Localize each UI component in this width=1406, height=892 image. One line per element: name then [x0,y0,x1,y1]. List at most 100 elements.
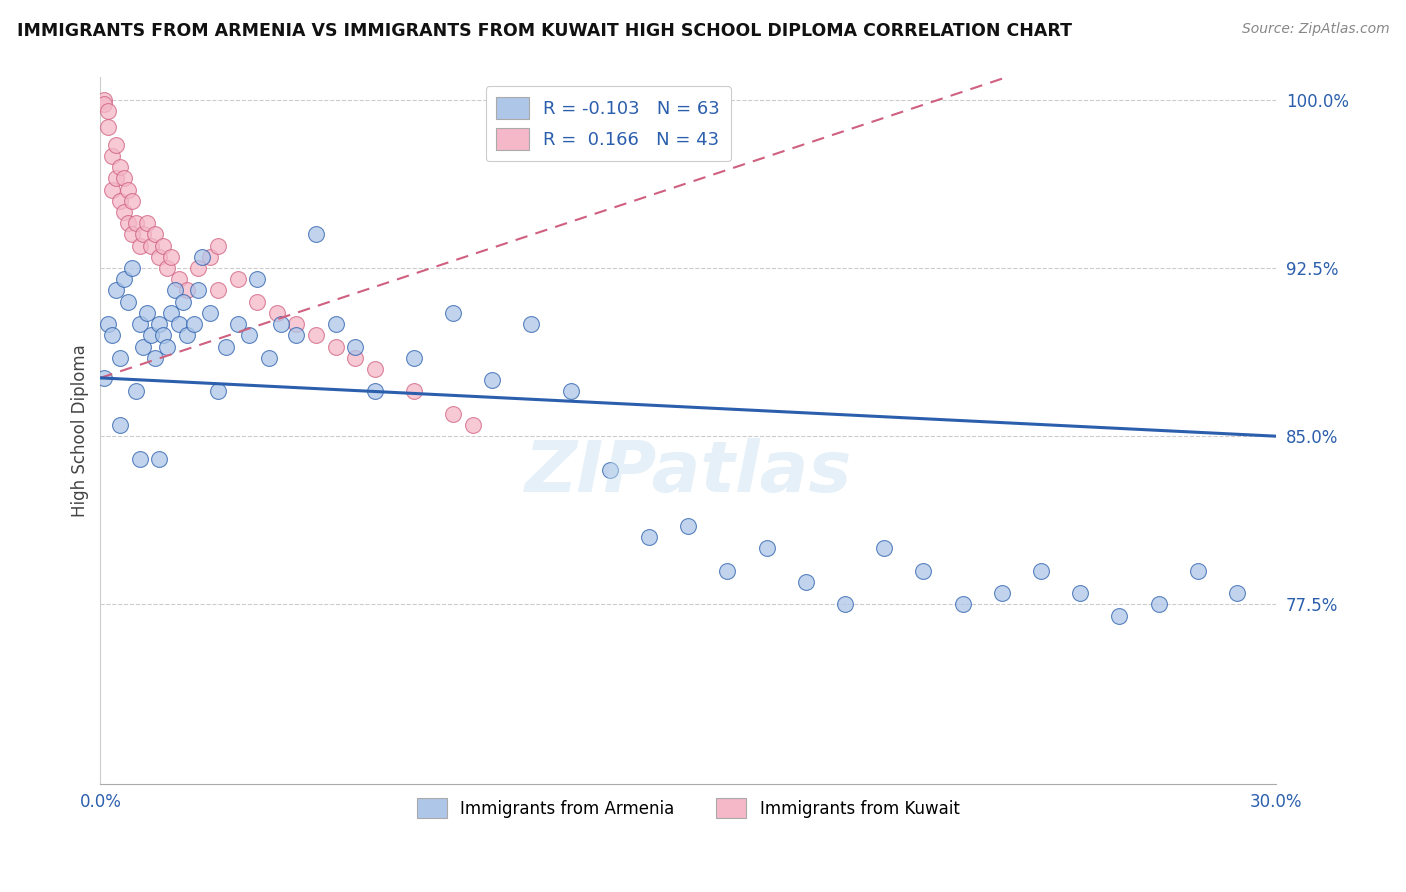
Point [172,294,194,309]
Point [1108,608,1130,623]
Point [246,272,269,286]
Point [638,530,661,544]
Point [912,564,935,578]
Point [167,317,190,331]
Point [441,306,464,320]
Point [97,317,120,331]
Point [108,194,131,208]
Point [257,351,280,365]
Point [560,384,582,399]
Point [716,564,738,578]
Point [143,227,166,242]
Point [952,598,974,612]
Point [1147,598,1170,612]
Point [873,541,896,556]
Point [112,205,135,219]
Point [105,137,128,152]
Point [136,216,159,230]
Point [156,260,179,275]
Point [148,250,170,264]
Point [108,417,131,432]
Point [143,351,166,365]
Point [187,284,209,298]
Point [226,317,249,331]
Point [97,120,120,134]
Text: ZIPatlas: ZIPatlas [524,439,852,508]
Point [676,519,699,533]
Point [117,216,139,230]
Point [285,328,308,343]
Point [402,351,425,365]
Point [520,317,543,331]
Point [167,272,190,286]
Point [270,317,292,331]
Point [226,272,249,286]
Point [148,317,170,331]
Point [128,451,150,466]
Point [266,306,288,320]
Point [101,328,124,343]
Point [121,194,143,208]
Point [183,317,205,331]
Point [1069,586,1091,600]
Point [121,227,143,242]
Point [215,339,238,353]
Point [93,97,115,112]
Point [441,407,464,421]
Point [160,306,183,320]
Point [112,171,135,186]
Point [124,216,146,230]
Point [112,272,135,286]
Point [1187,564,1209,578]
Point [117,294,139,309]
Point [325,339,347,353]
Point [108,160,131,174]
Point [117,183,139,197]
Point [363,362,385,376]
Point [285,317,308,331]
Point [128,238,150,252]
Point [176,284,198,298]
Point [141,328,163,343]
Point [1029,564,1052,578]
Point [187,260,209,275]
Point [305,328,328,343]
Point [325,317,347,331]
Point [1226,586,1249,600]
Point [93,371,115,385]
Point [207,284,229,298]
Point [176,328,198,343]
Point [481,373,503,387]
Point [834,598,856,612]
Text: IMMIGRANTS FROM ARMENIA VS IMMIGRANTS FROM KUWAIT HIGH SCHOOL DIPLOMA CORRELATIO: IMMIGRANTS FROM ARMENIA VS IMMIGRANTS FR… [17,22,1071,40]
Point [136,306,159,320]
Point [207,384,229,399]
Point [363,384,385,399]
Point [101,183,124,197]
Point [124,384,146,399]
Point [163,284,186,298]
Point [128,317,150,331]
Point [755,541,778,556]
Point [132,339,155,353]
Point [93,93,115,107]
Legend: Immigrants from Armenia, Immigrants from Kuwait: Immigrants from Armenia, Immigrants from… [411,791,966,825]
Point [105,284,128,298]
Point [238,328,260,343]
Point [599,463,621,477]
Point [101,149,124,163]
Point [105,171,128,186]
Point [402,384,425,399]
Point [148,451,170,466]
Point [344,339,367,353]
Point [794,574,817,589]
Point [198,250,221,264]
Point [121,260,143,275]
Point [990,586,1012,600]
Point [97,104,120,119]
Point [141,238,163,252]
Point [305,227,328,242]
Point [246,294,269,309]
Point [198,306,221,320]
Point [152,238,174,252]
